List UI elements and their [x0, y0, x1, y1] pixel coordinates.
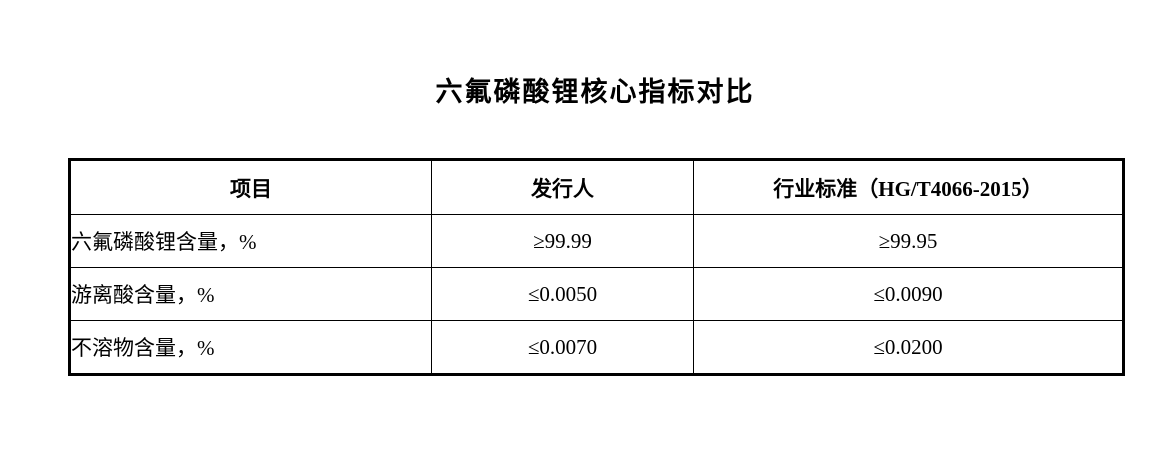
row-label: 游离酸含量，% — [69, 267, 432, 322]
table-row: 六氟磷酸锂含量，% ≥99.99 ≥99.95 — [69, 214, 1124, 269]
table-row: 游离酸含量，% ≤0.0050 ≤0.0090 — [69, 267, 1124, 322]
row-label: 不溶物含量，% — [69, 320, 432, 376]
issuer-value: ≤0.0050 — [431, 267, 694, 322]
column-header-standard: 行业标准（HG/T4066-2015） — [693, 159, 1124, 216]
issuer-value: ≥99.99 — [431, 214, 694, 269]
standard-value: ≤0.0200 — [693, 320, 1124, 376]
document-page: 六氟磷酸锂核心指标对比 项目 发行人 行业标准（HG/T4066-2015） 六… — [68, 0, 1125, 377]
table-row: 不溶物含量，% ≤0.0070 ≤0.0200 — [69, 320, 1124, 376]
row-label: 六氟磷酸锂含量，% — [69, 214, 432, 269]
table-header-row: 项目 发行人 行业标准（HG/T4066-2015） — [69, 159, 1124, 216]
column-header-item: 项目 — [69, 159, 432, 216]
standard-value: ≥99.95 — [693, 214, 1124, 269]
comparison-table: 项目 发行人 行业标准（HG/T4066-2015） 六氟磷酸锂含量，% ≥99… — [68, 158, 1125, 377]
document-title: 六氟磷酸锂核心指标对比 — [435, 77, 755, 107]
standard-value: ≤0.0090 — [693, 267, 1124, 322]
issuer-value: ≤0.0070 — [431, 320, 694, 376]
column-header-issuer: 发行人 — [431, 159, 694, 216]
